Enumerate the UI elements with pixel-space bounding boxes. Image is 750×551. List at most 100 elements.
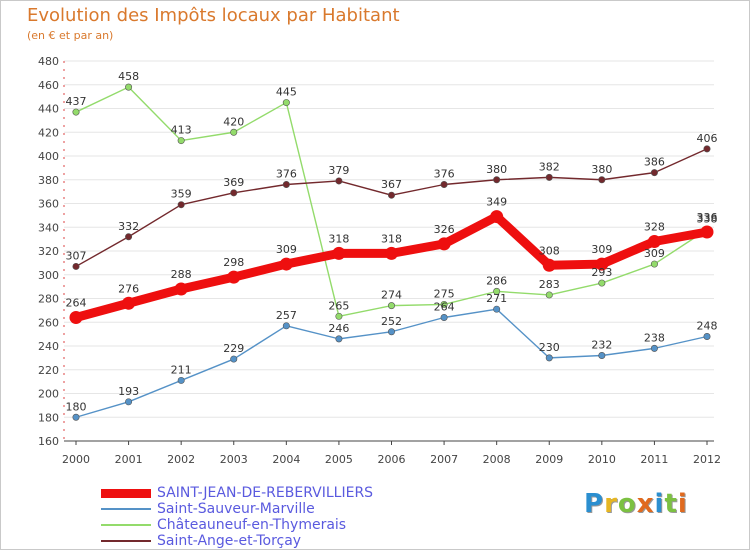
data-label: 252 <box>381 315 402 328</box>
x-tick-label: 2001 <box>115 453 143 466</box>
data-label: 265 <box>328 299 349 312</box>
y-tick-label: 480 <box>38 55 59 68</box>
data-point <box>650 344 658 352</box>
data-point <box>545 291 553 299</box>
data-label: 380 <box>591 163 612 176</box>
data-point <box>177 201 185 209</box>
data-point <box>700 225 714 239</box>
data-label: 336 <box>697 211 718 224</box>
data-label: 445 <box>276 86 297 99</box>
data-label: 367 <box>381 178 402 191</box>
data-label: 326 <box>434 223 455 236</box>
data-label: 238 <box>644 331 665 344</box>
data-point <box>125 233 133 241</box>
data-label: 318 <box>381 232 402 245</box>
x-tick-label: 2005 <box>325 453 353 466</box>
data-label: 288 <box>171 268 192 281</box>
y-tick-label: 460 <box>38 79 59 92</box>
data-label: 193 <box>118 385 139 398</box>
data-label: 264 <box>66 297 87 310</box>
data-label: 246 <box>328 322 349 335</box>
data-point <box>335 335 343 343</box>
data-point <box>282 181 290 189</box>
x-tick-label: 2010 <box>588 453 616 466</box>
data-label: 211 <box>171 363 192 376</box>
data-point <box>703 332 711 340</box>
x-tick-label: 2002 <box>167 453 195 466</box>
data-point <box>227 270 241 284</box>
data-point <box>279 257 293 271</box>
data-label: 349 <box>486 196 507 209</box>
data-label: 328 <box>644 221 665 234</box>
data-label: 380 <box>486 163 507 176</box>
data-label: 332 <box>118 220 139 233</box>
data-point <box>440 300 448 308</box>
x-tick-label: 2003 <box>220 453 248 466</box>
legend-item: Saint-Sauveur-Marville <box>101 501 373 517</box>
data-point <box>177 137 185 145</box>
data-point <box>335 312 343 320</box>
data-point <box>598 279 606 287</box>
data-point <box>595 257 609 271</box>
data-label: 248 <box>697 320 718 333</box>
data-label: 276 <box>118 282 139 295</box>
data-label: 257 <box>276 309 297 322</box>
data-label: 376 <box>276 168 297 181</box>
data-point <box>437 237 451 251</box>
data-label: 229 <box>223 342 244 355</box>
y-tick-label: 440 <box>38 103 59 116</box>
y-tick-label: 180 <box>38 411 59 424</box>
legend-label: Châteauneuf-en-Thymerais <box>157 516 347 533</box>
x-tick-label: 2009 <box>535 453 563 466</box>
data-label: 458 <box>118 70 139 83</box>
data-point <box>385 246 398 260</box>
data-point <box>650 260 658 268</box>
data-label: 298 <box>223 256 244 269</box>
y-tick-label: 280 <box>38 293 59 306</box>
x-tick-label: 2008 <box>483 453 511 466</box>
y-tick-label: 320 <box>38 245 59 258</box>
data-label: 338 <box>697 213 718 226</box>
proxiti-logo: Proxiti <box>584 489 688 519</box>
y-tick-label: 400 <box>38 150 59 163</box>
data-point <box>493 287 501 295</box>
chart-title: Evolution des Impôts locaux par Habitant <box>27 5 400 26</box>
data-point <box>122 296 136 310</box>
data-label: 232 <box>591 339 612 352</box>
data-label: 283 <box>539 278 560 291</box>
y-tick-label: 340 <box>38 221 59 234</box>
data-point <box>125 83 133 91</box>
data-label: 264 <box>434 301 455 314</box>
data-point <box>72 262 80 270</box>
data-label: 437 <box>66 95 87 108</box>
data-point <box>545 354 553 362</box>
data-point <box>230 128 238 136</box>
legend-item: Saint-Ange-et-Torçay <box>101 533 373 549</box>
legend-swatch <box>101 488 151 498</box>
data-label: 309 <box>644 247 665 260</box>
data-point <box>72 108 80 116</box>
data-point <box>598 351 606 359</box>
data-point <box>440 181 448 189</box>
y-tick-label: 240 <box>38 340 59 353</box>
chart-subtitle: (en € et par an) <box>27 29 114 42</box>
data-point <box>282 99 290 107</box>
y-tick-label: 420 <box>38 126 59 139</box>
data-point <box>335 177 343 185</box>
data-label: 275 <box>434 287 455 300</box>
data-point <box>440 313 448 321</box>
legend-label: Saint-Sauveur-Marville <box>157 500 315 517</box>
legend-label: SAINT-JEAN-DE-REBERVILLIERS <box>157 484 374 501</box>
data-point <box>650 169 658 177</box>
data-label: 308 <box>539 244 560 257</box>
data-label: 274 <box>381 289 402 302</box>
x-tick-label: 2000 <box>62 453 90 466</box>
data-point <box>332 246 346 260</box>
data-label: 271 <box>486 292 507 305</box>
data-label: 382 <box>539 160 560 173</box>
x-tick-label: 2007 <box>430 453 458 466</box>
data-label: 359 <box>171 188 192 201</box>
data-point <box>125 398 133 406</box>
chart-legend: SAINT-JEAN-DE-REBERVILLIERS Saint-Sauveur… <box>101 485 373 549</box>
